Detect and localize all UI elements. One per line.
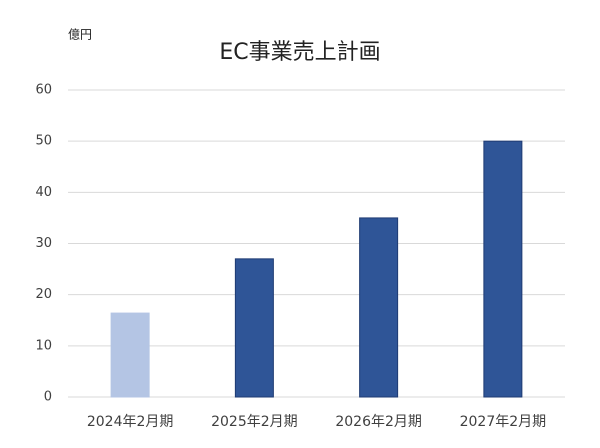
y-tick-label: 50 bbox=[35, 134, 52, 149]
chart-title: EC事業売上計画 bbox=[219, 40, 380, 65]
x-tick-label: 2027年2月期 bbox=[460, 414, 547, 430]
x-tick-label: 2026年2月期 bbox=[335, 414, 422, 430]
y-unit-label: 億円 bbox=[68, 28, 92, 42]
bar bbox=[110, 312, 150, 398]
y-tick-label: 60 bbox=[35, 83, 52, 98]
x-tick-label: 2025年2月期 bbox=[211, 414, 298, 430]
y-tick-label: 40 bbox=[35, 185, 52, 200]
x-tick-label: 2024年2月期 bbox=[87, 414, 174, 430]
y-tick-label: 0 bbox=[44, 390, 52, 405]
bar bbox=[234, 258, 274, 398]
y-tick-label: 30 bbox=[35, 236, 52, 251]
bar bbox=[483, 140, 523, 398]
bar bbox=[359, 217, 399, 398]
y-tick-label: 10 bbox=[35, 338, 52, 353]
y-tick-label: 20 bbox=[35, 287, 52, 302]
